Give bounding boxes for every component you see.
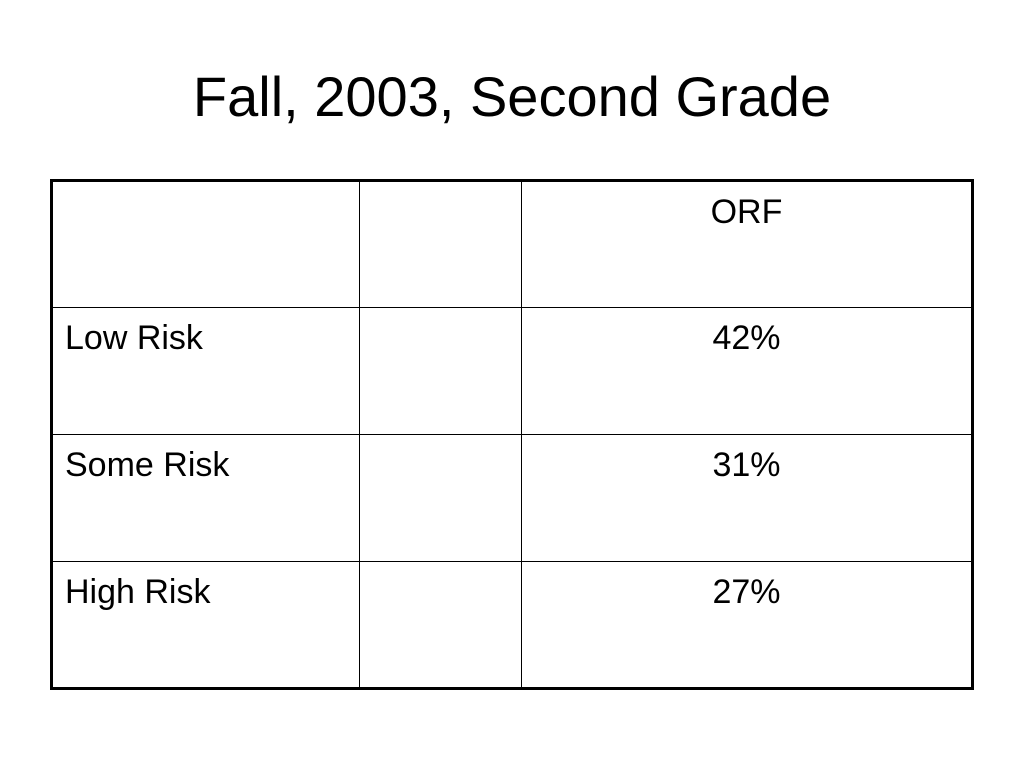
- row-value: 42%: [521, 307, 973, 435]
- cell: [359, 180, 522, 308]
- data-table: ORF Low Risk 42% Some Risk 31% High Risk 27%: [50, 179, 974, 690]
- cell: [51, 180, 360, 308]
- slide-title: Fall, 2003, Second Grade: [192, 65, 832, 128]
- header-cell: ORF: [521, 180, 973, 308]
- row-value: 27%: [521, 561, 973, 689]
- row-value: 31%: [521, 434, 973, 562]
- cell: [359, 561, 522, 689]
- cell: [359, 307, 522, 435]
- table-row: Some Risk 31%: [51, 434, 973, 562]
- header-row: ORF: [51, 180, 973, 308]
- cell: [359, 434, 522, 562]
- row-label: High Risk: [51, 561, 360, 689]
- row-label: Low Risk: [51, 307, 360, 435]
- row-label: Some Risk: [51, 434, 360, 562]
- table-row: Low Risk 42%: [51, 307, 973, 435]
- table-row: High Risk 27%: [51, 561, 973, 689]
